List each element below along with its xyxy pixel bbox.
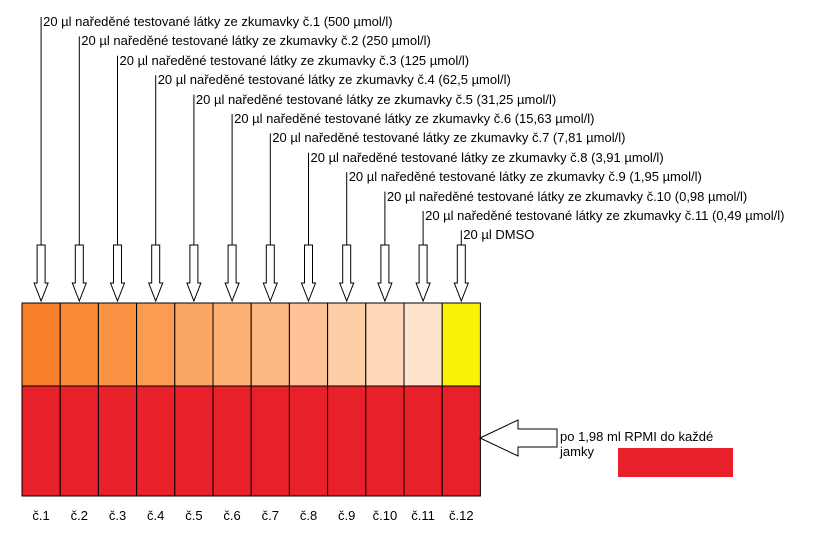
bottom-well-row: [21, 385, 481, 497]
down-arrow-icon-8: [300, 244, 317, 303]
well-label-9: č.9: [338, 508, 355, 523]
well-label-7: č.7: [262, 508, 279, 523]
well-label-12: č.12: [449, 508, 474, 523]
rpmi-label: po 1,98 ml RPMI do každé jamky: [560, 429, 714, 459]
top-well-row: [21, 302, 481, 387]
dilution-label-7: 20 µl naředěné testované látky ze zkumav…: [272, 130, 626, 146]
top-well-3: [97, 302, 138, 387]
top-well-9: [327, 302, 367, 387]
well-label-3: č.3: [109, 508, 126, 523]
rpmi-arrow-icon: [478, 419, 558, 457]
down-arrow-icon-3: [109, 244, 126, 303]
dilution-label-3: 20 µl naředěné testované látky ze zkumav…: [119, 52, 470, 68]
well-label-2: č.2: [71, 508, 88, 523]
bottom-well-5: [174, 385, 214, 497]
dilution-label-5: 20 µl naředěné testované látky ze zkumav…: [195, 91, 557, 107]
top-well-4: [136, 302, 176, 387]
bottom-well-10: [365, 385, 405, 497]
well-label-5: č.5: [185, 508, 202, 523]
down-arrow-icon-2: [71, 244, 88, 303]
down-arrows: [33, 244, 470, 303]
down-arrow-icon-9: [338, 244, 355, 303]
bottom-well-7: [250, 385, 290, 497]
bottom-well-11: [403, 385, 443, 497]
top-well-11: [403, 302, 443, 387]
dilution-label-8: 20 µl naředěné testované látky ze zkumav…: [310, 149, 664, 165]
top-well-6: [212, 302, 252, 387]
bottom-well-1: [21, 385, 61, 497]
dilution-label-2: 20 µl naředěné testované látky ze zkumav…: [81, 33, 431, 49]
down-arrow-icon-10: [377, 244, 393, 303]
well-label-10: č.10: [373, 508, 398, 523]
bottom-well-9: [327, 385, 367, 497]
bottom-well-12: [441, 385, 481, 497]
bottom-well-4: [136, 385, 176, 497]
well-label-1: č.1: [32, 508, 49, 523]
down-arrow-icon-5: [186, 244, 202, 303]
top-well-1: [21, 302, 61, 387]
well-labels: č.1 č.2 č.3 č.4 č.5 č.6 č.7 č.8 č.9 č.10 č.11 č.12: [32, 508, 473, 523]
down-arrow-icon-4: [147, 244, 164, 303]
dilution-label-4: 20 µl naředěné testované látky ze zkumav…: [157, 72, 511, 88]
bottom-well-3: [97, 385, 138, 497]
well-label-11: č.11: [411, 508, 435, 523]
top-well-5: [174, 302, 214, 387]
bottom-well-8: [288, 385, 329, 497]
leader-lines: [40, 17, 462, 245]
dilution-label-12: 20 µl DMSO: [463, 227, 535, 243]
bottom-well-2: [59, 385, 99, 497]
down-arrow-icon-7: [262, 244, 279, 303]
well-label-6: č.6: [223, 508, 240, 523]
top-well-7: [250, 302, 290, 387]
top-well-10: [365, 302, 405, 387]
down-arrow-icon-1: [33, 244, 49, 303]
well-label-8: č.8: [300, 508, 317, 523]
bottom-well-6: [212, 385, 252, 497]
well-label-4: č.4: [147, 508, 164, 523]
down-arrow-icon-6: [224, 244, 240, 303]
dilution-label-6: 20 µl naředěné testované látky ze zkumav…: [234, 111, 595, 126]
top-well-2: [59, 302, 99, 387]
rpmi-legend-swatch: [618, 448, 733, 477]
top-well-12: [441, 302, 481, 387]
down-arrow-icon-11: [415, 244, 431, 303]
dilution-label-9: 20 µl naředěné testované látky ze zkumav…: [348, 169, 702, 185]
dilution-label-1: 20 µl naředěné testované látky ze zkumav…: [43, 14, 393, 29]
dilution-label-11: 20 µl naředěné testované látky ze zkumav…: [425, 208, 785, 223]
down-arrow-icon-12: [453, 244, 470, 303]
dilution-label-10: 20 µl naředěné testované látky ze zkumav…: [386, 188, 748, 204]
top-well-8: [288, 302, 329, 387]
